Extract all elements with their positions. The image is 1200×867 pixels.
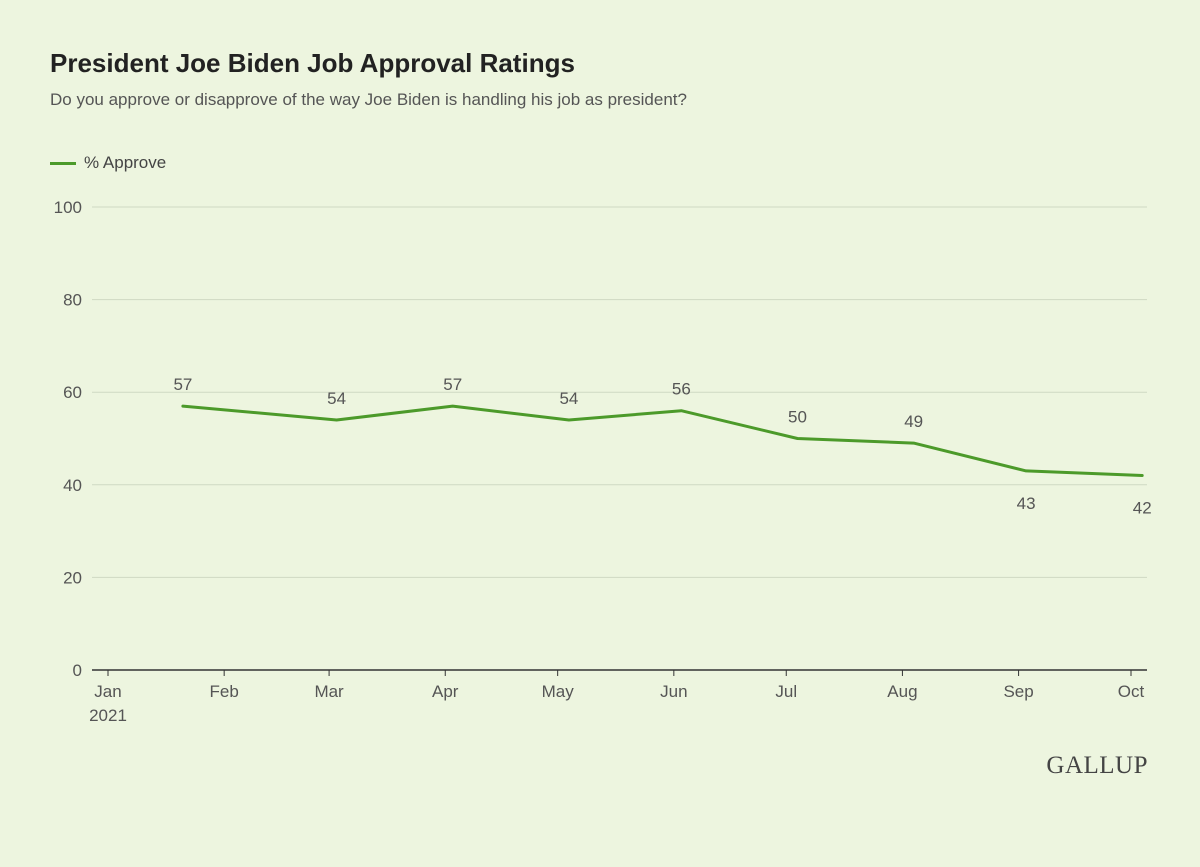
x-tick-label: Mar [314,682,344,701]
x-tick-label: Aug [887,682,917,701]
data-label: 56 [672,380,691,399]
y-tick-label: 100 [54,198,82,217]
data-label: 42 [1133,499,1152,518]
x-tick-label: Jan [94,682,121,701]
chart-title: President Joe Biden Job Approval Ratings [50,48,575,78]
chart-subtitle: Do you approve or disapprove of the way … [50,90,687,109]
legend-label: % Approve [84,153,167,172]
data-label: 50 [788,408,807,427]
x-tick-label: Feb [210,682,239,701]
y-tick-label: 20 [63,568,82,587]
x-tick-label: May [542,682,575,701]
y-tick-label: 60 [63,383,82,402]
data-label: 49 [904,412,923,431]
data-label: 57 [173,375,192,394]
y-tick-label: 40 [63,476,82,495]
gallup-logo: GALLUP [1046,752,1148,779]
x-tick-label: Apr [432,682,459,701]
x-tick-label: Sep [1003,682,1033,701]
legend: % Approve [50,153,166,173]
legend-swatch [50,161,76,165]
y-tick-label: 80 [63,291,82,310]
data-label: 57 [443,375,462,394]
data-label: 43 [1017,494,1036,513]
data-label: 54 [559,389,578,408]
x-tick-label: Jul [775,682,797,701]
x-tick-label: Oct [1118,682,1145,701]
x-tick-label: Jun [660,682,687,701]
data-label: 54 [327,389,346,408]
x-tick-label-year: 2021 [89,706,127,725]
y-tick-label: 0 [73,661,82,680]
series-line-approve [181,404,1144,477]
